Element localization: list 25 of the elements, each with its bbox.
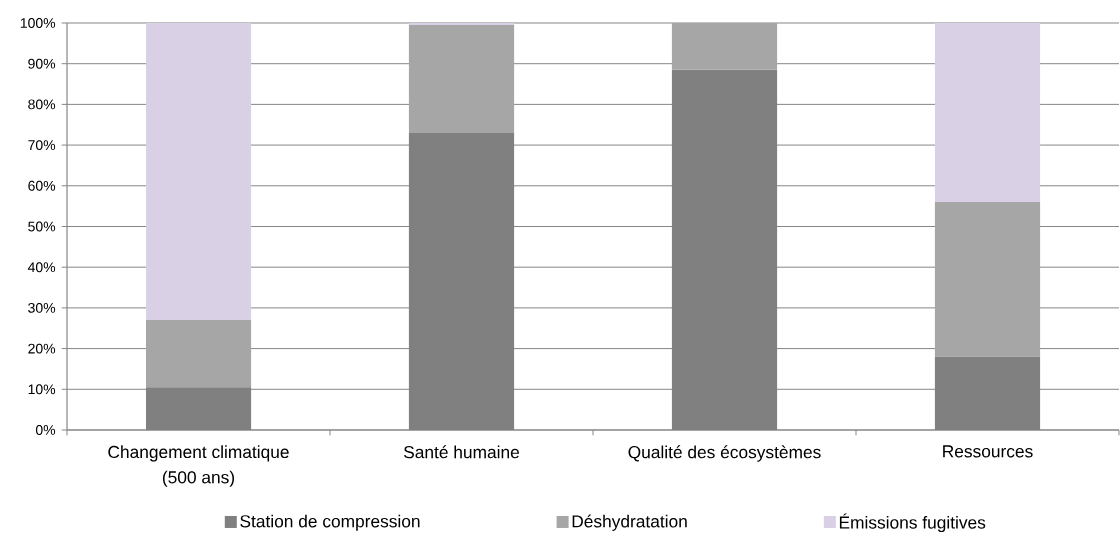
y-tick-label: 40%	[27, 262, 56, 273]
x-tick-label: Qualité des écosystèmes	[628, 445, 821, 462]
legend-label: Déshydratation	[572, 514, 687, 531]
bar	[408, 25, 515, 133]
legend-label: Émissions fugitives	[839, 513, 986, 533]
x-tick-label: Santé humaine	[404, 445, 519, 459]
bar	[408, 22, 515, 26]
y-tick-label: 20%	[28, 343, 56, 354]
bar	[145, 22, 252, 321]
y-tick-label: 0%	[35, 425, 56, 435]
y-tick-label: 30%	[28, 302, 56, 313]
bar	[671, 22, 778, 70]
y-tick-label: 50%	[28, 221, 56, 232]
y-tick-label: 60%	[28, 180, 56, 191]
legend-label: Station de compression	[240, 514, 420, 531]
y-tick-label: 70%	[28, 140, 56, 151]
bar	[934, 202, 1041, 357]
x-tick-label: Ressources	[943, 445, 1033, 458]
y-tick-label: 80%	[28, 99, 56, 110]
bar	[145, 320, 252, 388]
y-tick-label: 100%	[20, 18, 56, 28]
bar	[934, 22, 1041, 203]
y-tick-label: 10%	[28, 384, 56, 395]
y-tick-label: 90%	[28, 58, 56, 69]
x-tick-label: Changement climatique (500 ans)	[108, 445, 289, 487]
